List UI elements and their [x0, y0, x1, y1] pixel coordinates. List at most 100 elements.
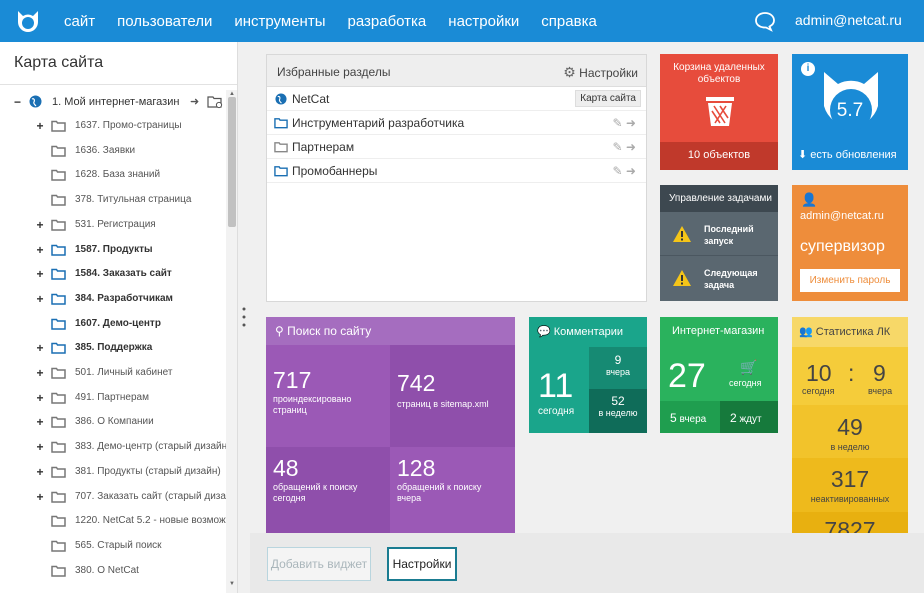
tree-item[interactable]: +1637. Промо-страницы — [0, 114, 226, 138]
chat-bubble-icon[interactable] — [754, 10, 776, 32]
folder-icon — [51, 466, 66, 478]
lk-stats-widget[interactable]: 👥 Статистика ЛК 10 : 9 сегодня вчера 49 … — [792, 317, 908, 533]
expand-toggle-icon[interactable]: + — [36, 291, 44, 306]
top-navigation-bar: сайт пользователи инструменты разработка… — [0, 0, 924, 42]
go-arrow-icon[interactable]: ➜ — [190, 96, 200, 108]
sidebar-title: Карта сайта — [14, 54, 104, 71]
tasks-divider — [660, 255, 778, 256]
menu-item-development[interactable]: разработка — [347, 12, 427, 30]
expand-toggle-icon[interactable]: + — [36, 242, 44, 257]
tree-item[interactable]: +381. Продукты (старый дизайн) — [0, 460, 226, 484]
sidebar-scroll-thumb[interactable] — [228, 97, 236, 227]
tree-item[interactable]: +1587. Продукты — [0, 238, 226, 262]
favorite-row-promobanners[interactable]: Промобаннеры ✎ ➜ — [267, 159, 646, 183]
netcat-logo-icon[interactable] — [14, 8, 42, 34]
tree-item-label: 1628. База знаний — [75, 169, 161, 181]
tree-item[interactable]: 1220. NetCat 5.2 - новые возможн — [0, 509, 231, 533]
tree-item[interactable]: +384. Разработчикам — [0, 287, 226, 311]
site-search-widget[interactable]: ⚲ Поиск по сайту 717 проиндексировано ст… — [266, 317, 515, 533]
tree-item[interactable]: +501. Личный кабинет — [0, 361, 226, 385]
tree-item[interactable]: +707. Заказать сайт (старый дизайн) — [0, 485, 237, 509]
expand-toggle-icon[interactable]: + — [36, 415, 44, 430]
lk-yesterday-value: 9 — [873, 360, 886, 386]
menu-item-users[interactable]: пользователи — [117, 12, 213, 30]
tree-item[interactable]: +385. Поддержка — [0, 336, 226, 360]
queries-today-value: 48 — [273, 455, 299, 481]
folder-icon — [51, 145, 66, 157]
tree-item[interactable]: +491. Партнерам — [0, 386, 226, 410]
tree-item[interactable]: 1628. База знаний — [0, 163, 226, 187]
menu-item-help[interactable]: справка — [541, 12, 597, 30]
sitemap-button[interactable]: Карта сайта — [575, 90, 641, 107]
tree-item[interactable]: +386. О Компании — [0, 410, 226, 434]
tree-root-item[interactable]: − 1. Мой интернет-магазин ➜ — [0, 90, 226, 114]
tree-item[interactable]: +531. Регистрация — [0, 213, 226, 237]
expand-toggle-icon[interactable]: + — [36, 366, 44, 380]
shop-title: Интернет-магазин — [672, 325, 765, 337]
favorite-label: Инструментарий разработчика — [292, 116, 465, 130]
folder-icon — [51, 194, 66, 206]
edit-pencil-and-go-icons[interactable]: ✎ ➜ — [612, 116, 636, 130]
tree-item[interactable]: 565. Старый поиск — [0, 534, 226, 558]
comments-widget[interactable]: 💬 Комментарии 11 сегодня 9 вчера 52 в не… — [529, 317, 647, 433]
expand-toggle-icon[interactable]: + — [36, 119, 44, 133]
tree-item[interactable]: +1584. Заказать сайт — [0, 262, 226, 286]
folder-icon — [51, 120, 66, 132]
tree-item[interactable]: 380. О NetCat — [0, 559, 226, 583]
tree-item[interactable]: 378. Титульная страница — [0, 188, 226, 212]
menu-item-settings[interactable]: настройки — [448, 12, 520, 30]
queries-yesterday-label: обращений к поиску вчера — [397, 482, 482, 503]
menu-item-site[interactable]: сайт — [64, 12, 96, 30]
info-icon[interactable]: i — [801, 62, 815, 76]
user-icon: 👤 — [801, 192, 818, 207]
tree-item-label: 491. Партнерам — [75, 391, 149, 403]
expand-toggle-icon[interactable]: + — [36, 217, 44, 232]
shop-widget[interactable]: Интернет-магазин 27 🛒 сегодня 5 вчера 2 … — [660, 317, 778, 433]
lk-inactive-value: 317 — [830, 466, 870, 492]
update-widget[interactable]: i 5.7 ⬇ есть обновления — [792, 54, 908, 170]
sitemap-pages-value: 742 — [397, 370, 436, 396]
updates-available-link[interactable]: ⬇ есть обновления — [798, 148, 897, 161]
trash-widget[interactable]: Корзина удаленных объектов 10 объектов — [660, 54, 778, 170]
add-widget-button[interactable]: Добавить виджет — [267, 547, 371, 581]
add-folder-icon[interactable] — [207, 95, 223, 109]
dashboard-settings-button[interactable]: Настройки — [387, 547, 457, 581]
tree-item-label: 1587. Продукты — [75, 243, 153, 255]
expand-toggle-icon[interactable]: + — [36, 440, 44, 455]
menu-item-tools[interactable]: инструменты — [234, 12, 326, 30]
main-menu: сайт пользователи инструменты разработка… — [64, 0, 619, 42]
comments-title-bar: 💬 Комментарии — [529, 317, 647, 347]
scroll-up-arrow-icon[interactable]: ▲ — [229, 91, 235, 97]
favorite-row-netcat[interactable]: NetCat Карта сайта — [267, 87, 646, 111]
sidebar-scrollbar[interactable] — [226, 90, 237, 593]
favorite-row-partners[interactable]: Партнерам ✎ ➜ — [267, 135, 646, 159]
indexed-pages-value: 717 — [273, 367, 312, 393]
scroll-down-arrow-icon[interactable]: ▼ — [229, 581, 235, 587]
tree-item-label: 1584. Заказать сайт — [75, 268, 172, 280]
user-account-menu[interactable]: admin@netcat.ru — [795, 12, 902, 28]
expand-toggle-icon[interactable]: + — [36, 464, 44, 479]
expand-toggle-icon[interactable]: + — [36, 341, 44, 356]
change-password-button[interactable]: Изменить пароль — [800, 269, 900, 292]
folder-icon — [51, 441, 66, 453]
expand-toggle-icon[interactable]: + — [36, 390, 44, 405]
tree-item-label: 378. Титульная страница — [75, 194, 192, 206]
tree-item[interactable]: 1607. Демо-центр — [0, 312, 226, 336]
edit-pencil-and-go-icons[interactable]: ✎ ➜ — [612, 140, 636, 154]
comments-yesterday-bg — [589, 347, 647, 389]
expand-toggle-icon[interactable]: + — [36, 489, 44, 504]
collapse-toggle-icon[interactable]: − — [14, 95, 22, 109]
tree-item[interactable]: +383. Демо-центр (старый дизайн) — [0, 435, 230, 459]
panel-resize-handle[interactable] — [241, 305, 247, 329]
lk-inactive-bg — [792, 458, 908, 512]
indexed-pages-label: проиндексировано страниц — [273, 394, 352, 415]
tasks-widget[interactable]: Управление задачами Последний запуск Сле… — [660, 185, 778, 301]
tree-item[interactable]: 1636. Заявки — [0, 139, 226, 163]
expand-toggle-icon[interactable]: + — [36, 267, 44, 282]
favorite-row-dev-tools[interactable]: Инструментарий разработчика ✎ ➜ — [267, 111, 646, 135]
favorites-settings-button[interactable]: ⚙ Настройки — [563, 64, 638, 81]
comments-today-label: сегодня — [538, 406, 575, 417]
shop-waiting: 2 ждут — [730, 411, 762, 425]
next-task-label: Следующая задача — [704, 268, 758, 290]
edit-pencil-and-go-icons[interactable]: ✎ ➜ — [612, 164, 636, 178]
